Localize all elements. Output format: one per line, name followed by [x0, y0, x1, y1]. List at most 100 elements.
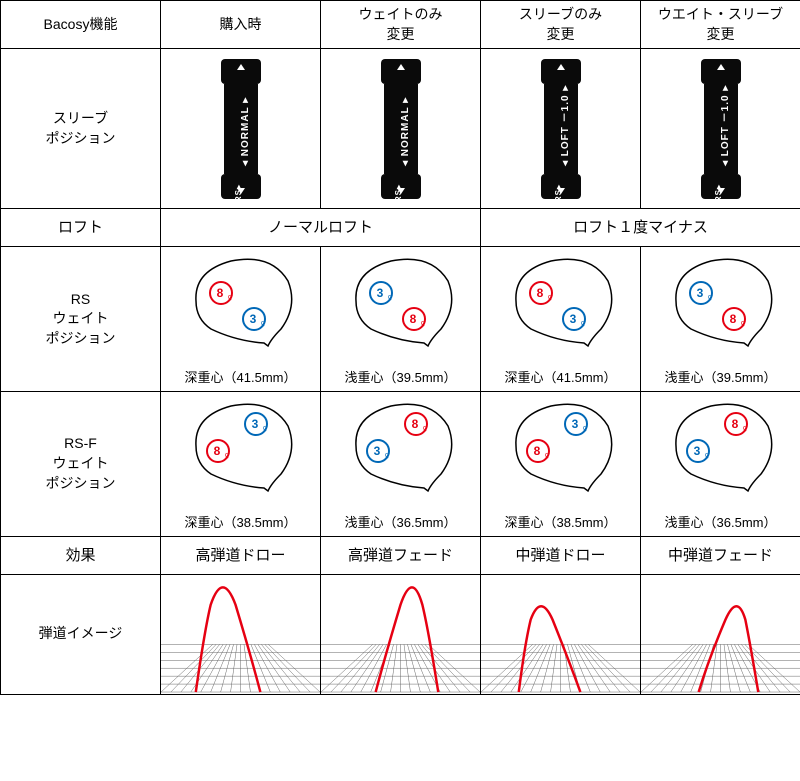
svg-text:g: g — [421, 320, 425, 327]
club-head-icon: 3 g 8 g — [336, 251, 466, 361]
sleeve-col3: RS▸ ◂ LOFT －1.0 ▸ — [481, 49, 641, 209]
weight-caption: 深重心（41.5mm） — [165, 369, 316, 387]
svg-text:8: 8 — [213, 444, 220, 458]
sleeve-col2: RS▸ ◂ NORMAL ▸ — [321, 49, 481, 209]
svg-text:RS▸: RS▸ — [554, 184, 563, 202]
club-head-icon: 3 g 8 g — [656, 251, 786, 361]
sleeve-icon: RS▸ ◂ LOFT －1.0 ▸ — [526, 54, 596, 204]
traj-col2 — [321, 574, 481, 694]
header-col3: スリーブのみ 変更 — [481, 1, 641, 49]
sleeve-col1: RS▸ ◂ NORMAL ▸ — [161, 49, 321, 209]
sleeve-icon: RS▸ ◂ LOFT －1.0 ▸ — [686, 54, 756, 204]
svg-text:◂ LOFT －1.0 ▸: ◂ LOFT －1.0 ▸ — [720, 84, 731, 166]
header-col4: ウエイト・スリーブ 変更 — [641, 1, 800, 49]
traj-col1 — [161, 574, 321, 694]
svg-text:3: 3 — [571, 417, 578, 431]
rs-row-label: RS ウェイト ポジション — [1, 247, 161, 392]
header-row: Bacosy機能 購入時 ウェイトのみ 変更 スリーブのみ 変更 ウエイト・スリ… — [1, 1, 800, 49]
header-col2: ウェイトのみ 変更 — [321, 1, 481, 49]
rs-col1: 8 g 3 g 深重心（41.5mm） — [161, 247, 321, 392]
club-head-icon: 8 g 3 g — [496, 251, 626, 361]
trajectory-icon — [481, 575, 640, 694]
trajectory-icon — [321, 575, 480, 694]
svg-text:◂ NORMAL ▸: ◂ NORMAL ▸ — [240, 96, 251, 166]
svg-text:g: g — [228, 294, 232, 301]
traj-col3 — [481, 574, 641, 694]
svg-text:3: 3 — [376, 286, 383, 300]
sleeve-icon: RS▸ ◂ NORMAL ▸ — [206, 54, 276, 204]
club-head-icon: 8 g 3 g — [176, 251, 306, 361]
traj-col4 — [641, 574, 800, 694]
svg-text:8: 8 — [409, 312, 416, 326]
svg-text:g: g — [708, 294, 712, 301]
sleeve-row-label: スリーブ ポジション — [1, 49, 161, 209]
svg-text:g: g — [705, 452, 709, 459]
svg-text:8: 8 — [536, 286, 543, 300]
loft-row-label: ロフト — [1, 209, 161, 247]
svg-text:g: g — [388, 294, 392, 301]
bacosy-table: Bacosy機能 購入時 ウェイトのみ 変更 スリーブのみ 変更 ウエイト・スリ… — [0, 0, 800, 695]
weight-caption: 浅重心（39.5mm） — [645, 369, 796, 387]
trajectory-row: 弾道イメージ — [1, 574, 800, 694]
rsf-row-label: RS-F ウェイト ポジション — [1, 391, 161, 536]
svg-text:g: g — [385, 452, 389, 459]
svg-text:g: g — [261, 320, 265, 327]
effect-col4: 中弾道フェード — [641, 536, 800, 574]
svg-text:3: 3 — [373, 444, 380, 458]
club-head-icon: 3 g 8 g — [656, 396, 786, 506]
svg-text:8: 8 — [731, 417, 738, 431]
svg-text:8: 8 — [216, 286, 223, 300]
svg-text:3: 3 — [251, 417, 258, 431]
svg-text:g: g — [545, 452, 549, 459]
svg-text:8: 8 — [729, 312, 736, 326]
svg-text:g: g — [743, 425, 747, 432]
svg-text:g: g — [423, 425, 427, 432]
weight-caption: 浅重心（36.5mm） — [325, 514, 476, 532]
weight-caption: 深重心（41.5mm） — [485, 369, 636, 387]
weight-caption: 深重心（38.5mm） — [485, 514, 636, 532]
rsf-col3: 8 g 3 g 深重心（38.5mm） — [481, 391, 641, 536]
svg-text:◂ NORMAL ▸: ◂ NORMAL ▸ — [400, 96, 411, 166]
svg-text:g: g — [548, 294, 552, 301]
svg-text:g: g — [583, 425, 587, 432]
rsf-col2: 3 g 8 g 浅重心（36.5mm） — [321, 391, 481, 536]
rs-col4: 3 g 8 g 浅重心（39.5mm） — [641, 247, 800, 392]
svg-text:3: 3 — [696, 286, 703, 300]
club-head-icon: 8 g 3 g — [496, 396, 626, 506]
effect-row-label: 効果 — [1, 536, 161, 574]
svg-text:RS▸: RS▸ — [234, 184, 243, 202]
weight-caption: 浅重心（39.5mm） — [325, 369, 476, 387]
svg-text:8: 8 — [411, 417, 418, 431]
loft-row: ロフト ノーマルロフト ロフト１度マイナス — [1, 209, 800, 247]
sleeve-icon: RS▸ ◂ NORMAL ▸ — [366, 54, 436, 204]
trajectory-icon — [641, 575, 800, 694]
rsf-weight-row: RS-F ウェイト ポジション 8 g 3 g 深重心（38.5mm） 3 g … — [1, 391, 800, 536]
svg-text:3: 3 — [693, 444, 700, 458]
svg-text:◂ LOFT －1.0 ▸: ◂ LOFT －1.0 ▸ — [560, 84, 571, 166]
rs-col2: 3 g 8 g 浅重心（39.5mm） — [321, 247, 481, 392]
svg-text:RS▸: RS▸ — [714, 184, 723, 202]
header-col1: 購入時 — [161, 1, 321, 49]
header-feature: Bacosy機能 — [1, 1, 161, 49]
sleeve-position-row: スリーブ ポジション RS▸ ◂ NORMAL ▸ RS▸ ◂ NORMAL ▸… — [1, 49, 800, 209]
svg-text:g: g — [225, 452, 229, 459]
effect-col3: 中弾道ドロー — [481, 536, 641, 574]
sleeve-col4: RS▸ ◂ LOFT －1.0 ▸ — [641, 49, 800, 209]
svg-text:RS▸: RS▸ — [394, 184, 403, 202]
club-head-icon: 8 g 3 g — [176, 396, 306, 506]
weight-caption: 深重心（38.5mm） — [165, 514, 316, 532]
rsf-col1: 8 g 3 g 深重心（38.5mm） — [161, 391, 321, 536]
svg-text:g: g — [741, 320, 745, 327]
rsf-col4: 3 g 8 g 浅重心（36.5mm） — [641, 391, 800, 536]
club-head-icon: 3 g 8 g — [336, 396, 466, 506]
svg-text:3: 3 — [569, 312, 576, 326]
svg-text:g: g — [581, 320, 585, 327]
loft-normal: ノーマルロフト — [161, 209, 481, 247]
traj-row-label: 弾道イメージ — [1, 574, 161, 694]
weight-caption: 浅重心（36.5mm） — [645, 514, 796, 532]
loft-minus: ロフト１度マイナス — [481, 209, 800, 247]
svg-text:g: g — [263, 425, 267, 432]
rs-col3: 8 g 3 g 深重心（41.5mm） — [481, 247, 641, 392]
svg-text:3: 3 — [249, 312, 256, 326]
svg-text:8: 8 — [533, 444, 540, 458]
